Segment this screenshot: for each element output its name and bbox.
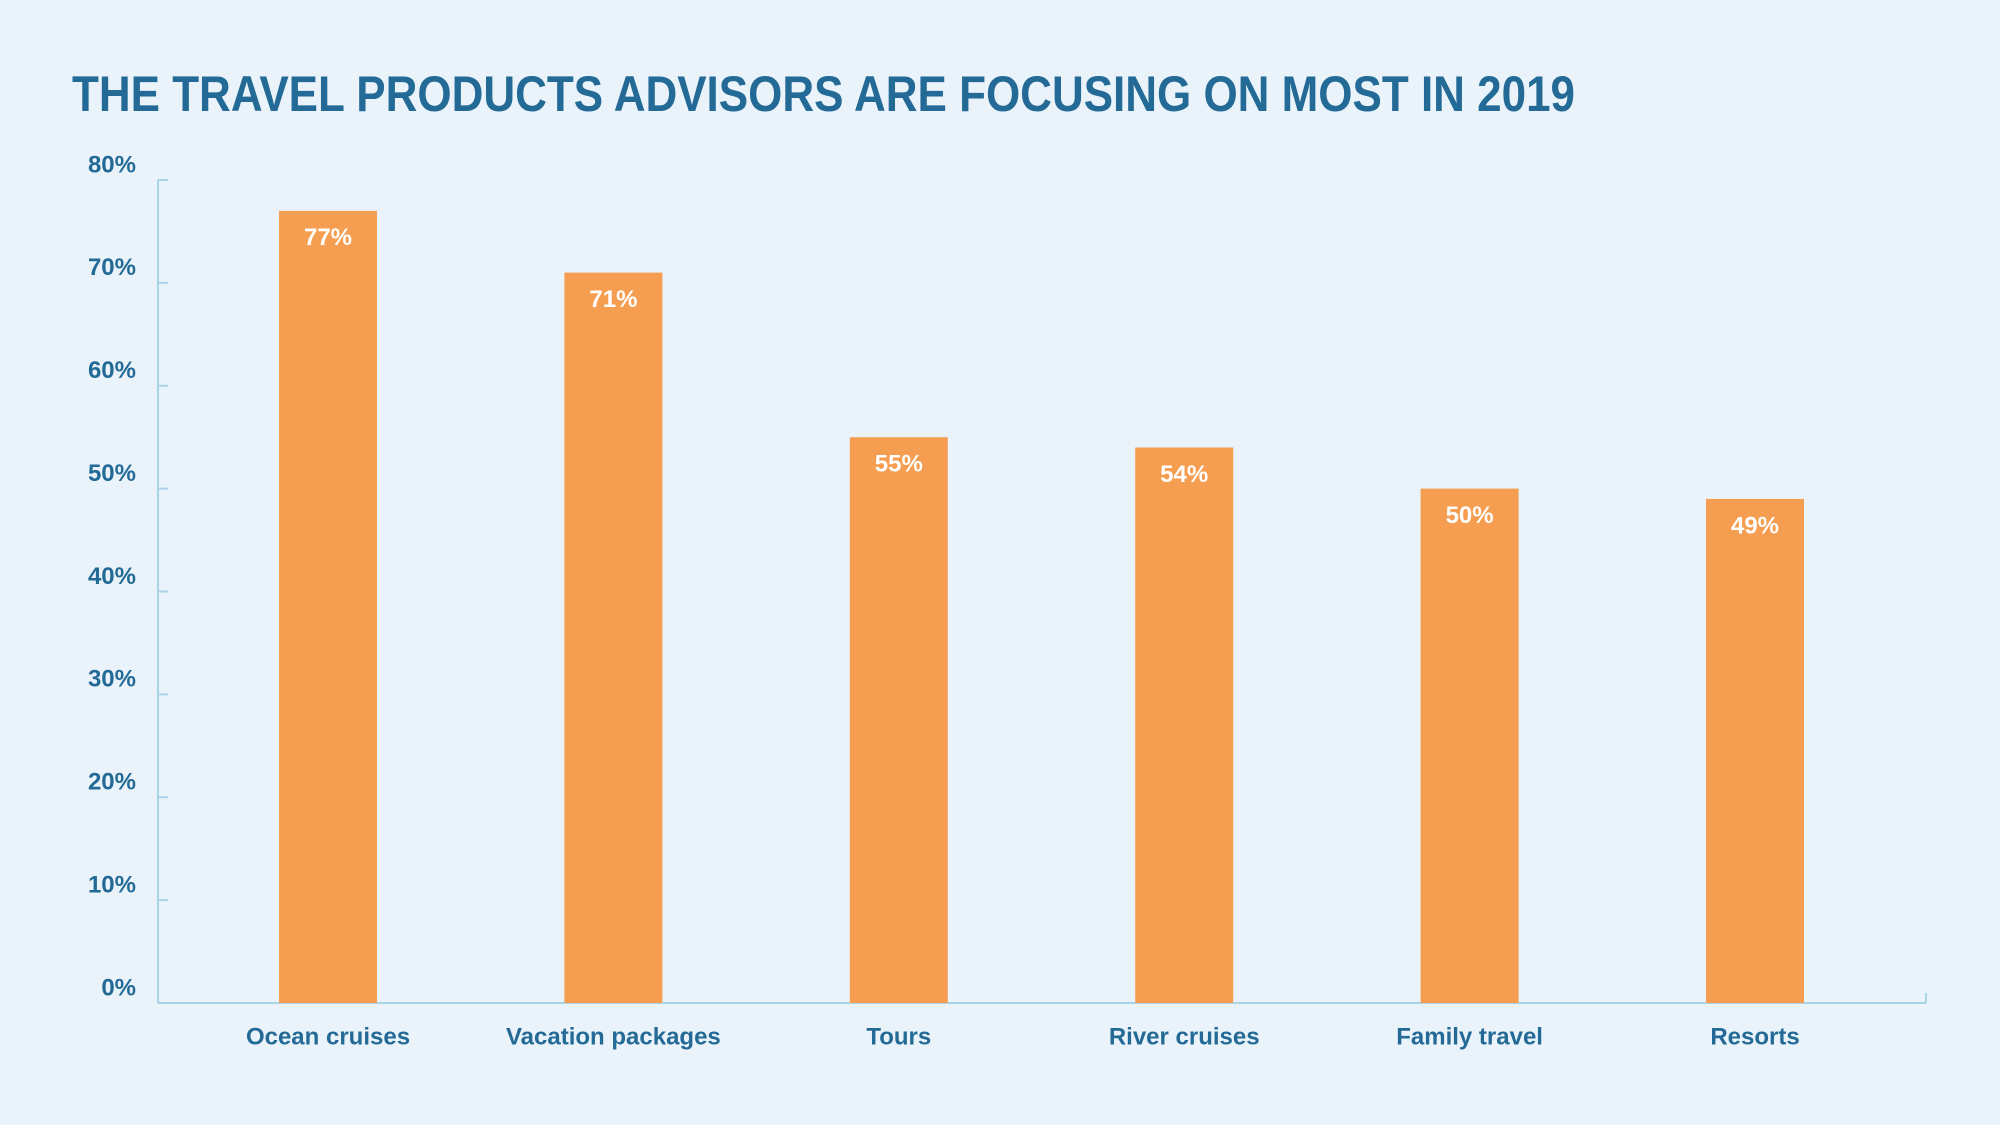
bar (1706, 498, 1804, 1003)
x-tick-label: River cruises (1109, 1023, 1260, 1050)
value-label: 71% (589, 286, 637, 313)
y-tick-label: 60% (88, 357, 136, 384)
value-label: 50% (1446, 502, 1494, 529)
y-tick-label: 20% (88, 769, 136, 796)
y-tick-label: 0% (101, 974, 136, 1001)
bar (279, 210, 377, 1004)
y-tick-label: 70% (88, 254, 136, 281)
value-label: 54% (1160, 461, 1208, 488)
y-tick-label: 80% (88, 151, 136, 178)
value-label: 77% (304, 224, 352, 251)
x-tick-label: Resorts (1710, 1023, 1799, 1050)
bar (849, 437, 948, 1003)
chart-title: THE TRAVEL PRODUCTS ADVISORS ARE FOCUSIN… (72, 66, 1575, 122)
x-tick-label: Ocean cruises (246, 1023, 410, 1050)
x-tick-label: Family travel (1396, 1023, 1543, 1050)
y-tick-label: 30% (88, 666, 136, 693)
x-tick-label: Vacation packages (506, 1023, 721, 1050)
y-tick-label: 50% (88, 460, 136, 487)
x-tick-label: Tours (866, 1023, 931, 1050)
bar (1420, 488, 1519, 1003)
bar (564, 272, 663, 1003)
value-label: 55% (875, 451, 923, 478)
bar (1135, 447, 1234, 1004)
value-label: 49% (1731, 512, 1779, 539)
y-tick-label: 40% (88, 563, 136, 590)
y-tick-label: 10% (88, 871, 136, 898)
